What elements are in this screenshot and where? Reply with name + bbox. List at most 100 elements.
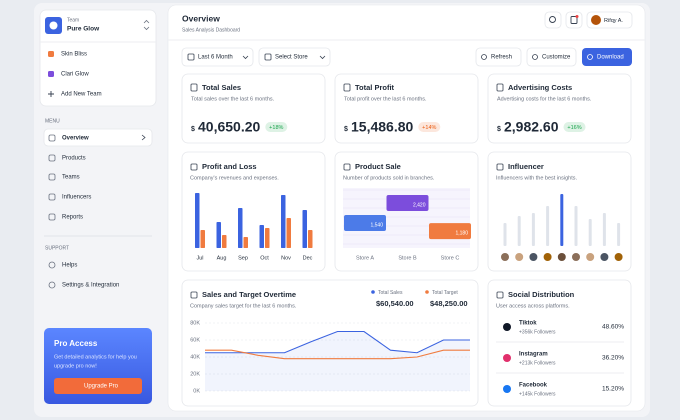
card-title: Profit and Loss bbox=[202, 162, 257, 171]
card-subtitle: Company's revenues and expenses. bbox=[190, 175, 279, 181]
avatar bbox=[557, 253, 566, 261]
filter-icon bbox=[264, 53, 272, 61]
menu-item[interactable]: Settings & Integration bbox=[62, 283, 119, 289]
user-name[interactable]: Rifqy A. bbox=[604, 18, 623, 24]
menu-item[interactable]: Influencers bbox=[62, 195, 91, 201]
stat-value: 15,486.80 bbox=[351, 119, 413, 135]
avatar bbox=[529, 253, 538, 261]
bar bbox=[216, 222, 221, 248]
team-item[interactable]: Skin Bliss bbox=[61, 52, 87, 58]
value-label: 1,180 bbox=[455, 231, 468, 237]
x-tick-label: Dec bbox=[303, 255, 313, 261]
action-button[interactable] bbox=[582, 48, 632, 66]
change: +16% bbox=[567, 125, 581, 131]
stat-icon bbox=[343, 83, 351, 92]
stat-subtitle: Total sales over the last 6 months. bbox=[191, 96, 275, 102]
x-tick-label: Sep bbox=[238, 255, 248, 261]
bar bbox=[503, 223, 507, 246]
action-button[interactable] bbox=[475, 47, 522, 67]
menu-item[interactable]: Reports bbox=[62, 215, 83, 221]
team-icon bbox=[48, 71, 54, 77]
bar bbox=[344, 215, 386, 231]
team-item[interactable]: Clari Glow bbox=[61, 72, 89, 78]
logo-mark bbox=[49, 21, 58, 30]
bar bbox=[195, 193, 200, 248]
stat-icon bbox=[496, 83, 504, 92]
action-button[interactable] bbox=[526, 47, 577, 67]
change-badge bbox=[418, 122, 441, 132]
menu-item[interactable]: Helps bbox=[62, 263, 77, 269]
platform-share: 48.60% bbox=[602, 324, 624, 331]
x-tick-label: Store B bbox=[398, 255, 417, 261]
avatar bbox=[515, 253, 524, 261]
card-title: Sales and Target Overtime bbox=[202, 290, 296, 299]
bar bbox=[286, 218, 291, 248]
currency: $ bbox=[497, 126, 501, 133]
menu-icon bbox=[48, 154, 56, 162]
menu-item[interactable]: Products bbox=[62, 156, 86, 162]
platform-icon bbox=[503, 354, 511, 362]
card-subtitle: Company sales target for the last 6 mont… bbox=[190, 303, 297, 309]
menu-icon bbox=[48, 134, 56, 142]
filter-label[interactable]: Select Store bbox=[275, 55, 308, 61]
search-button[interactable] bbox=[544, 11, 562, 29]
menu-item[interactable]: Overview bbox=[62, 136, 89, 142]
legend-total: $48,250.00 bbox=[430, 299, 468, 308]
bar bbox=[243, 237, 248, 248]
stat-title: Total Profit bbox=[355, 83, 395, 92]
pro-text: upgrade pro now! bbox=[54, 363, 97, 369]
bar bbox=[238, 208, 243, 248]
change: +14% bbox=[422, 125, 436, 131]
team-label: Team bbox=[67, 17, 79, 23]
bar bbox=[560, 194, 564, 246]
add-team[interactable]: Add New Team bbox=[61, 92, 102, 98]
platform-followers: +213k Followers bbox=[519, 360, 556, 366]
notify-icon bbox=[570, 16, 578, 24]
currency: $ bbox=[344, 126, 348, 133]
stat-icon bbox=[190, 83, 198, 92]
action-icon bbox=[587, 54, 593, 60]
action-icon bbox=[481, 54, 487, 60]
bar bbox=[308, 230, 313, 248]
action-label[interactable]: Customize bbox=[542, 55, 571, 61]
currency: $ bbox=[191, 126, 195, 133]
area bbox=[205, 331, 470, 391]
upgrade-button[interactable] bbox=[54, 378, 142, 394]
y-tick-label: 80K bbox=[190, 320, 200, 326]
card-icon bbox=[496, 163, 504, 171]
stat-value: 2,982.60 bbox=[504, 119, 559, 135]
bar bbox=[546, 206, 550, 246]
menu-icon bbox=[48, 193, 56, 201]
bar bbox=[574, 206, 578, 246]
bar bbox=[531, 213, 535, 246]
notify-button[interactable] bbox=[565, 11, 583, 29]
bar bbox=[517, 216, 521, 246]
menu-icon bbox=[48, 261, 56, 269]
card-subtitle: User access across platforms. bbox=[496, 303, 570, 309]
value-label: 1,540 bbox=[370, 222, 383, 228]
value-label: 2,420 bbox=[413, 202, 426, 208]
chart-card bbox=[487, 279, 632, 407]
change: +18% bbox=[269, 125, 283, 131]
action-label[interactable]: Download bbox=[597, 55, 624, 61]
filter[interactable] bbox=[258, 47, 331, 67]
upgrade-label[interactable]: Upgrade Pro bbox=[84, 384, 119, 390]
action-label[interactable]: Refresh bbox=[491, 55, 512, 61]
bar bbox=[602, 213, 606, 246]
team-icon bbox=[48, 51, 54, 57]
change-badge bbox=[563, 122, 586, 132]
filter[interactable] bbox=[181, 47, 254, 67]
platform-name: Tiktok bbox=[519, 321, 537, 327]
filter-label[interactable]: Last 6 Month bbox=[198, 55, 233, 61]
team-name[interactable]: Pure Glow bbox=[67, 26, 100, 33]
stat-title: Advertising Costs bbox=[508, 83, 572, 92]
section-label: SUPPORT bbox=[45, 245, 69, 251]
y-tick-label: 0K bbox=[193, 388, 200, 394]
card-subtitle: Number of products sold in branches. bbox=[343, 175, 435, 181]
x-tick-label: Jul bbox=[196, 255, 203, 261]
platform-name: Facebook bbox=[519, 383, 548, 389]
team-switch[interactable] bbox=[143, 19, 150, 31]
x-tick-label: Aug bbox=[217, 255, 227, 261]
avatar bbox=[572, 253, 580, 261]
menu-item[interactable]: Teams bbox=[62, 175, 80, 181]
